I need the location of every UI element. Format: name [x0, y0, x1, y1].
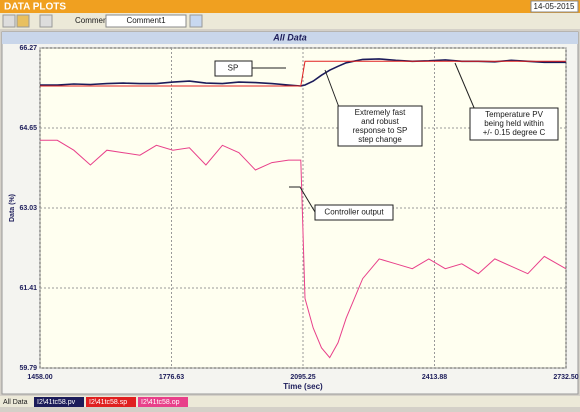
- date: 14-05-2015: [534, 2, 575, 11]
- comment-value: Comment1: [126, 16, 166, 25]
- annotation-box: [314, 204, 394, 221]
- series-line: [40, 60, 566, 87]
- annotation: and robust: [361, 117, 400, 126]
- annotation: step change: [358, 135, 402, 144]
- date-box: [530, 0, 579, 13]
- legend-tab[interactable]: [34, 397, 84, 407]
- y-tick-label: 63.03: [19, 205, 37, 212]
- y-tick-label: 61.41: [19, 285, 37, 292]
- comment-input[interactable]: [105, 14, 187, 28]
- chart-header: [2, 32, 578, 44]
- annotation-box: [469, 107, 559, 141]
- annotation: Controller output: [324, 208, 384, 217]
- y-tick-label: 59.79: [19, 365, 37, 372]
- annotation: Extremely fast: [355, 108, 406, 117]
- x-tick-label: 2095.25: [290, 374, 315, 381]
- bottom-tab[interactable]: All Data: [3, 399, 28, 406]
- annotation: SP: [228, 64, 239, 73]
- legend-label[interactable]: I2\41tc58.op: [141, 399, 180, 406]
- legend-label[interactable]: I2\41tc58.sp: [89, 399, 127, 406]
- series-line: [40, 139, 567, 359]
- chart-title: All Data: [272, 32, 307, 42]
- open-button[interactable]: [16, 14, 30, 28]
- annotation: Temperature PV: [485, 110, 543, 119]
- y-axis-label: Data (%): [9, 194, 16, 222]
- app-title: DATA PLOTS: [4, 2, 66, 13]
- x-tick-label: 2413.88: [422, 374, 447, 381]
- annotation: being held within: [484, 119, 544, 128]
- close-button[interactable]: [39, 14, 53, 28]
- y-tick-label: 64.65: [19, 125, 37, 132]
- annotation-arrows: [252, 62, 476, 213]
- legend-tab[interactable]: [138, 397, 188, 407]
- x-tick-label: 2732.50: [553, 374, 578, 381]
- annotation: +/- 0.15 degree C: [483, 128, 546, 137]
- x-tick-label: 1458.00: [27, 374, 52, 381]
- y-tick-label: 66.27: [19, 45, 37, 52]
- legend-label[interactable]: I2\41tc58.pv: [37, 399, 76, 406]
- tab-bar: [0, 396, 580, 407]
- x-axis-label: Time (sec): [283, 382, 323, 391]
- legend-tab[interactable]: [86, 397, 136, 407]
- annotation-box: [337, 105, 423, 147]
- settings-button[interactable]: [189, 14, 203, 28]
- annotation: response to SP: [353, 126, 408, 135]
- title-bar: [0, 0, 580, 13]
- annotation-box: [214, 60, 253, 77]
- comment-label: Comment: [75, 16, 110, 25]
- undo-button[interactable]: [2, 14, 16, 28]
- x-tick-label: 1776.63: [159, 374, 184, 381]
